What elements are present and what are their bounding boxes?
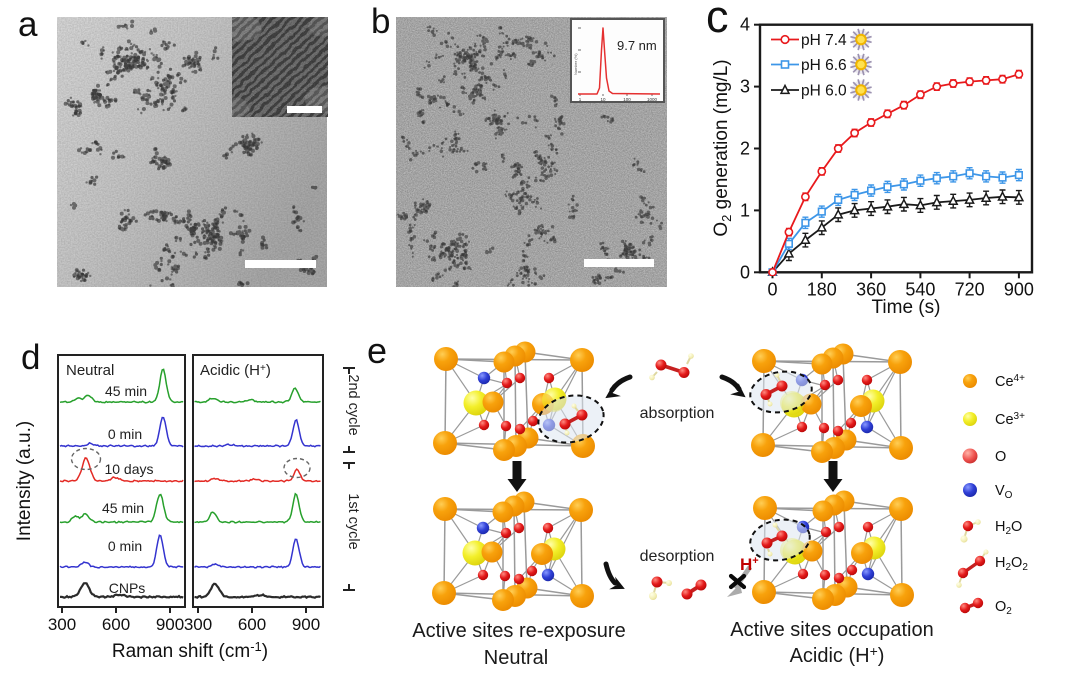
svg-text:Raman shift (cm-1): Raman shift (cm-1) — [112, 639, 268, 662]
svg-text:O2 generation (mg/L): O2 generation (mg/L) — [711, 59, 734, 236]
svg-text:e: e — [367, 330, 387, 371]
svg-text:pH 6.6: pH 6.6 — [801, 57, 847, 74]
svg-text:a: a — [18, 5, 38, 44]
svg-text:Neutral: Neutral — [484, 647, 548, 669]
svg-text:1: 1 — [579, 97, 582, 102]
svg-text:Intensity (a.u.): Intensity (a.u.) — [14, 421, 35, 541]
svg-text:CNPs: CNPs — [109, 580, 146, 596]
svg-text:pH 6.0: pH 6.0 — [801, 83, 847, 100]
svg-text:Neutral: Neutral — [66, 362, 114, 379]
svg-text:0 min: 0 min — [108, 538, 142, 554]
svg-text:VO: VO — [995, 483, 1013, 501]
svg-text:c: c — [706, 0, 729, 42]
svg-text:900: 900 — [1004, 279, 1034, 299]
svg-text:45 min: 45 min — [105, 383, 147, 399]
svg-text:1st cycle: 1st cycle — [345, 493, 361, 549]
svg-text:600: 600 — [238, 615, 266, 634]
svg-text:absorption: absorption — [640, 405, 715, 422]
svg-text:Time (s): Time (s) — [872, 297, 941, 318]
svg-text:0: 0 — [740, 262, 750, 282]
svg-text:10 days: 10 days — [104, 461, 153, 477]
svg-text:900: 900 — [156, 615, 184, 634]
svg-text:4: 4 — [740, 15, 750, 35]
svg-text:b: b — [371, 2, 390, 41]
svg-text:300: 300 — [184, 615, 212, 634]
svg-text:100: 100 — [623, 97, 631, 102]
svg-text:Acidic (H+): Acidic (H+) — [790, 643, 885, 667]
svg-text:0 min: 0 min — [108, 426, 142, 442]
svg-text:360: 360 — [856, 279, 886, 299]
svg-text:600: 600 — [102, 615, 130, 634]
svg-text:2nd cycle: 2nd cycle — [345, 374, 361, 435]
svg-text:Active sites re-exposure: Active sites re-exposure — [412, 620, 625, 642]
svg-text:H2O2: H2O2 — [995, 555, 1028, 573]
svg-text:9.7 nm: 9.7 nm — [617, 38, 657, 53]
svg-text:3: 3 — [740, 77, 750, 97]
svg-text:720: 720 — [955, 279, 985, 299]
svg-text:900: 900 — [292, 615, 320, 634]
svg-text:45 min: 45 min — [102, 500, 144, 516]
svg-text:O2: O2 — [995, 599, 1012, 617]
svg-text:H2O: H2O — [995, 519, 1022, 537]
svg-text:180: 180 — [807, 279, 837, 299]
svg-text:10: 10 — [600, 97, 606, 102]
svg-text:Number (%): Number (%) — [573, 53, 578, 75]
svg-text:300: 300 — [48, 615, 76, 634]
svg-text:540: 540 — [905, 279, 935, 299]
svg-text:d: d — [21, 338, 40, 377]
svg-text:O: O — [995, 449, 1006, 465]
svg-text:Active sites occupation: Active sites occupation — [730, 619, 933, 641]
svg-text:H+: H+ — [740, 555, 759, 574]
svg-text:Acidic (H+): Acidic (H+) — [200, 362, 271, 379]
svg-text:desorption: desorption — [640, 548, 715, 565]
svg-text:pH 7.4: pH 7.4 — [801, 32, 847, 49]
svg-text:Ce4+: Ce4+ — [995, 373, 1025, 390]
svg-text:2: 2 — [740, 139, 750, 159]
svg-text:1000: 1000 — [647, 97, 658, 102]
svg-text:Ce3+: Ce3+ — [995, 411, 1025, 428]
svg-text:1: 1 — [740, 200, 750, 220]
svg-text:0: 0 — [767, 279, 777, 299]
